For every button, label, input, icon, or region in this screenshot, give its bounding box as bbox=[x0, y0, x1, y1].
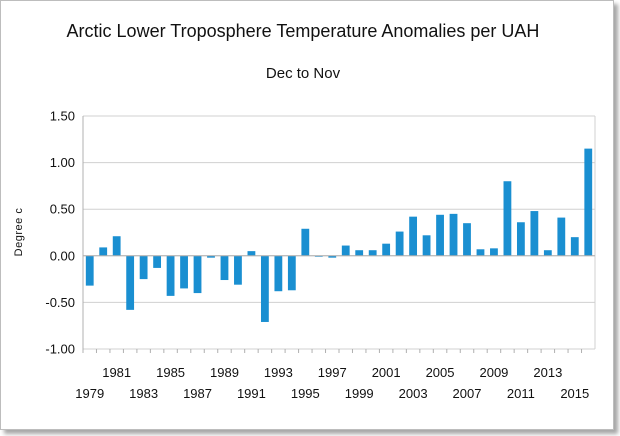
bar-2004 bbox=[422, 235, 431, 256]
x-tick-labels: 1981 1985 1989 1993 1997 2001 2005 2009 2013 1979… bbox=[75, 365, 589, 401]
y-tick-label: -0.50 bbox=[45, 295, 75, 310]
bar-2009 bbox=[490, 248, 498, 256]
chart-title: Arctic Lower Troposphere Temperature Ano… bbox=[67, 21, 540, 41]
bar-2006 bbox=[449, 213, 458, 256]
x-tick-label: 1981 bbox=[102, 365, 131, 380]
x-tick-label: 1997 bbox=[318, 365, 347, 380]
bar-1993 bbox=[274, 255, 283, 292]
bar-1992 bbox=[260, 255, 269, 322]
bar-2015 bbox=[570, 237, 579, 256]
bar-2002 bbox=[395, 231, 404, 256]
bar-1995 bbox=[301, 228, 310, 256]
bar-2007 bbox=[463, 223, 471, 256]
x-tick-label: 1985 bbox=[156, 365, 185, 380]
x-tick-label: 2007 bbox=[453, 386, 482, 401]
y-tick-label: 1.50 bbox=[50, 109, 75, 124]
bar-1990 bbox=[234, 255, 242, 285]
bar-2005 bbox=[436, 214, 444, 256]
bar-2001 bbox=[382, 243, 391, 256]
bar-1998 bbox=[341, 245, 350, 256]
bar-1986 bbox=[180, 255, 188, 289]
y-axis-label: Degree c bbox=[13, 208, 25, 257]
x-tick-label: 1995 bbox=[291, 386, 320, 401]
bar-2008 bbox=[476, 249, 485, 256]
x-tick-label: 1989 bbox=[210, 365, 239, 380]
x-tick-label: 2011 bbox=[507, 386, 535, 401]
bar-2011 bbox=[516, 222, 525, 256]
bar-2000 bbox=[368, 250, 377, 256]
x-tick-label: 1993 bbox=[264, 365, 293, 380]
y-tick-labels: -1.00 -0.50 0.00 0.50 1.00 1.50 bbox=[45, 109, 75, 357]
x-tick-label: 2001 bbox=[372, 365, 401, 380]
x-tick-label: 1979 bbox=[75, 386, 104, 401]
bar-1985 bbox=[166, 255, 175, 296]
x-tick-label: 2005 bbox=[426, 365, 455, 380]
x-tick-label: 1987 bbox=[183, 386, 212, 401]
bar-1987 bbox=[193, 255, 202, 294]
x-tick-label: 2013 bbox=[533, 365, 562, 380]
bar-1988 bbox=[207, 255, 215, 258]
chart-subtitle: Dec to Nov bbox=[266, 65, 341, 82]
x-tick-label: 1999 bbox=[345, 386, 374, 401]
y-tick-label: 1.00 bbox=[50, 155, 75, 170]
bar-2010 bbox=[503, 181, 512, 256]
bar-1982 bbox=[126, 255, 135, 310]
y-tick-label: 0.00 bbox=[50, 248, 75, 263]
bar-1989 bbox=[220, 255, 229, 281]
bar-2012 bbox=[530, 211, 539, 256]
bar-1980 bbox=[99, 247, 108, 256]
bar-1991 bbox=[247, 251, 256, 256]
bar-1984 bbox=[153, 255, 162, 268]
bar-1997 bbox=[328, 255, 337, 258]
bar-1979 bbox=[85, 255, 94, 286]
x-tick-label: 1991 bbox=[237, 386, 266, 401]
bar-2013 bbox=[543, 250, 552, 256]
x-tick-label: 2003 bbox=[399, 386, 428, 401]
bar-1994 bbox=[287, 255, 296, 291]
bar-2014 bbox=[557, 217, 566, 256]
chart-frame bbox=[0, 0, 614, 430]
bar-2003 bbox=[409, 216, 418, 256]
x-tick-label: 1983 bbox=[129, 386, 158, 401]
axes bbox=[82, 116, 596, 353]
y-tick-label: -1.00 bbox=[45, 342, 75, 357]
bar-series bbox=[85, 148, 593, 322]
x-tick-label: 2015 bbox=[560, 386, 589, 401]
y-tick-label: 0.50 bbox=[50, 202, 75, 217]
bar-2016 bbox=[584, 148, 593, 256]
bar-1999 bbox=[355, 250, 364, 256]
bar-1983 bbox=[139, 255, 148, 280]
bar-1981 bbox=[112, 236, 121, 256]
x-tick-label: 2009 bbox=[479, 365, 508, 380]
